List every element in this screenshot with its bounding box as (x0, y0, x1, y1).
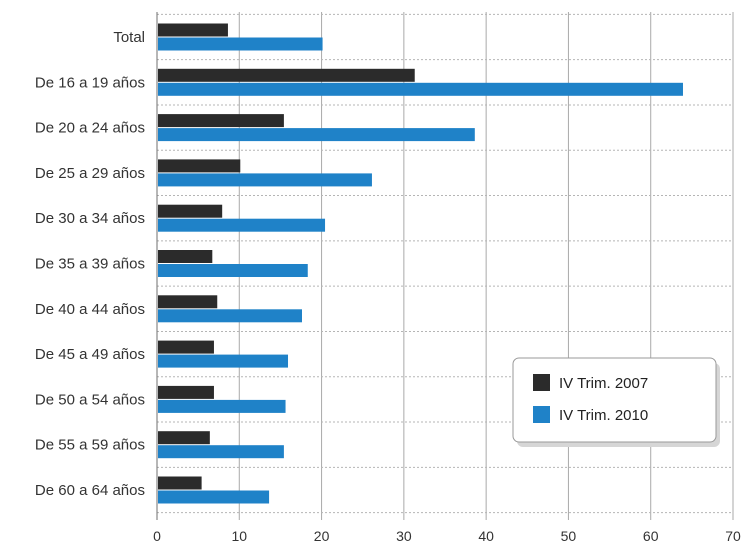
x-tick-label: 60 (643, 528, 659, 544)
category-label: De 40 a 44 años (35, 301, 145, 318)
category-label: De 55 a 59 años (35, 437, 145, 454)
x-tick-label: 0 (153, 528, 161, 544)
x-tick-label: 20 (314, 528, 330, 544)
bar-2007-5 (158, 250, 213, 263)
x-tick-label: 50 (561, 528, 577, 544)
grid-layer (156, 12, 734, 520)
bar-2010-0 (158, 37, 323, 51)
bar-2010-4 (158, 218, 326, 232)
category-label: De 25 a 29 años (35, 165, 145, 182)
category-label: De 35 a 39 años (35, 256, 145, 273)
bar-2010-6 (158, 309, 302, 323)
bar-2010-5 (158, 264, 308, 277)
legend-swatch-2007 (533, 374, 550, 391)
legend-label: IV Trim. 2007 (559, 375, 648, 392)
category-label: De 45 a 49 años (35, 346, 145, 363)
x-tick-label: 10 (231, 528, 247, 544)
bar-2007-10 (158, 476, 202, 490)
x-tick-label: 40 (478, 528, 494, 544)
bar-2010-7 (158, 354, 289, 368)
category-label: De 20 a 24 años (35, 120, 145, 137)
bar-2007-6 (158, 295, 218, 309)
category-labels: Total De 16 a 19 años De 20 a 24 años De 25… (35, 29, 145, 499)
bar-2007-3 (158, 159, 241, 173)
bar-2007-9 (158, 431, 210, 445)
bar-2010-9 (158, 445, 284, 459)
category-label: De 50 a 54 años (35, 391, 145, 408)
bar-2007-7 (158, 340, 214, 354)
bar-2007-1 (158, 68, 415, 82)
legend-label: IV Trim. 2010 (559, 407, 648, 424)
bar-2010-2 (158, 128, 475, 142)
legend-box (512, 357, 717, 443)
category-label: Total (113, 29, 145, 46)
category-label: De 30 a 34 años (35, 210, 145, 227)
x-tick-labels: 0 10 20 30 40 50 60 70 (153, 528, 741, 544)
bar-2010-1 (158, 82, 683, 96)
bar-2007-0 (158, 23, 228, 37)
bar-2007-8 (158, 385, 214, 399)
x-tick-label: 30 (396, 528, 412, 544)
bar-2010-8 (158, 399, 286, 413)
legend-swatch-2010 (533, 406, 550, 423)
category-label: De 60 a 64 años (35, 482, 145, 499)
bar-2010-10 (158, 490, 270, 504)
x-tick-label: 70 (725, 528, 741, 544)
bar-2007-4 (158, 204, 223, 218)
bar-2010-3 (158, 173, 372, 187)
bars-layer (158, 23, 683, 504)
legend: IV Trim. 2007 IV Trim. 2010 (512, 357, 720, 447)
bar-2007-2 (158, 114, 284, 128)
category-label: De 16 a 19 años (35, 74, 145, 91)
